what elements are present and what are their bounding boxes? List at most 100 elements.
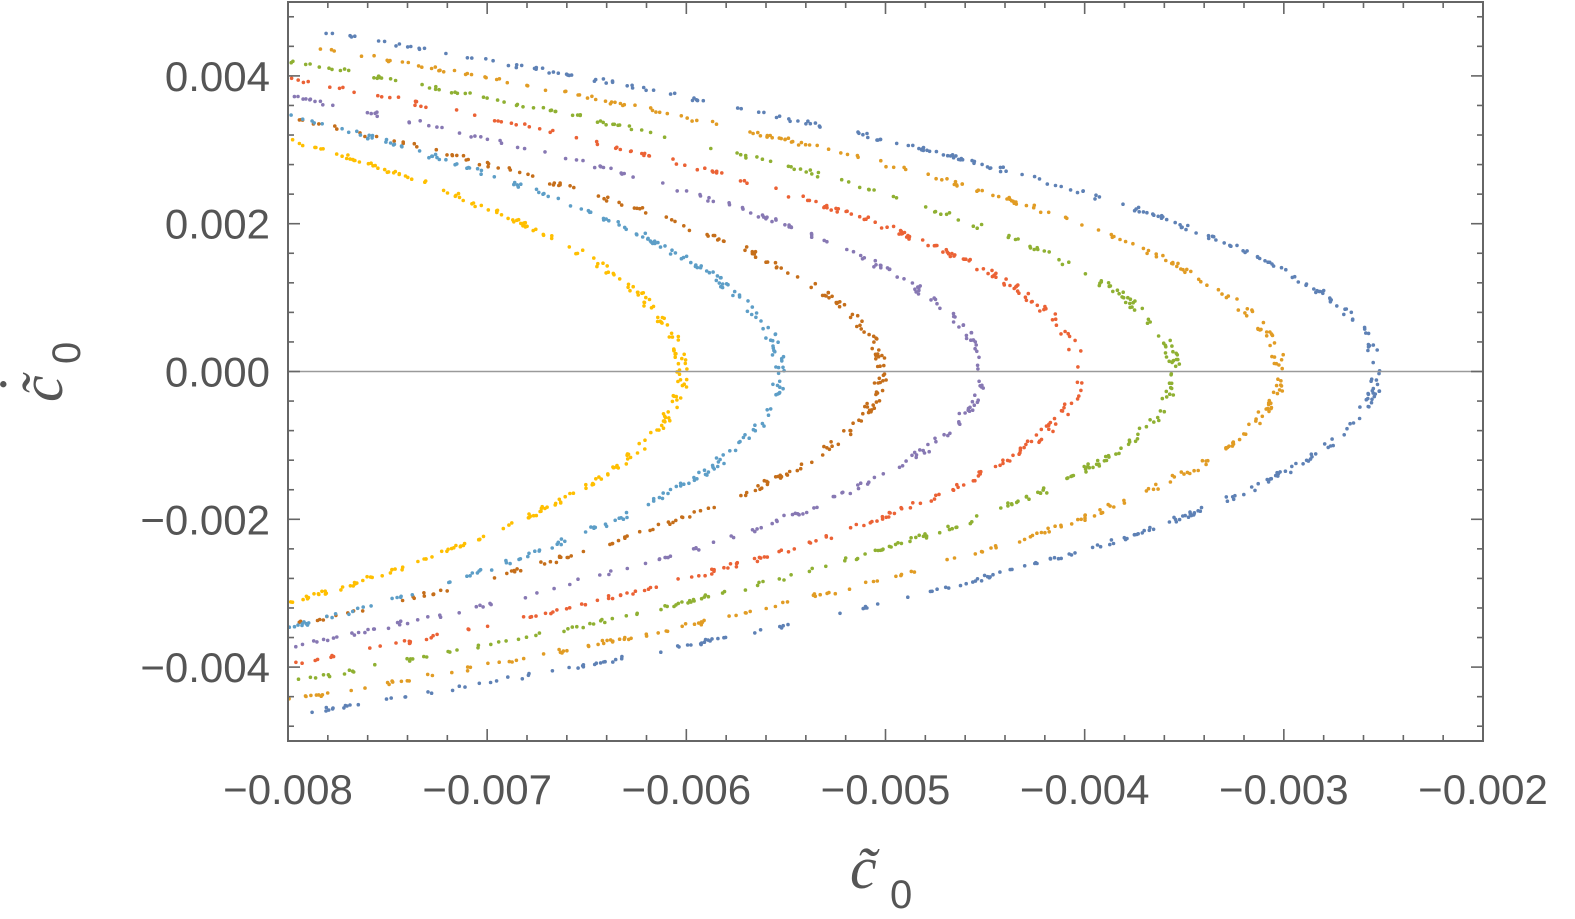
data-point: [591, 622, 596, 626]
data-point: [355, 606, 360, 611]
data-point: [643, 438, 647, 443]
data-point: [518, 568, 523, 573]
data-point: [866, 135, 870, 140]
data-point: [668, 418, 672, 423]
data-point: [1270, 333, 1275, 338]
data-point: [485, 96, 489, 100]
data-point: [685, 116, 689, 120]
data-point: [969, 330, 974, 335]
data-point: [760, 157, 765, 161]
data-point: [623, 635, 627, 640]
data-point: [712, 505, 716, 510]
data-point: [327, 674, 332, 679]
data-point: [661, 419, 666, 423]
data-point: [785, 473, 790, 477]
data-point: [1156, 334, 1161, 338]
data-point: [514, 65, 519, 70]
data-point: [586, 643, 591, 648]
data-point: [829, 208, 833, 212]
data-point: [430, 673, 435, 678]
data-point: [612, 272, 616, 277]
data-point: [583, 602, 588, 607]
data-point: [357, 160, 362, 164]
data-point: [1053, 317, 1058, 322]
data-point: [712, 233, 717, 238]
data-point: [507, 523, 511, 527]
data-point: [1137, 210, 1141, 214]
data-point: [523, 122, 527, 126]
data-point: [926, 442, 930, 447]
data-point: [440, 125, 444, 130]
data-point: [579, 207, 584, 211]
data-point: [850, 312, 855, 317]
data-point: [912, 570, 917, 574]
data-point: [750, 305, 755, 309]
data-point: [399, 594, 403, 599]
data-point: [495, 98, 500, 102]
data-point: [934, 243, 938, 248]
data-point: [644, 88, 648, 93]
data-point: [1170, 344, 1174, 348]
data-point: [331, 706, 335, 710]
data-point: [710, 572, 714, 576]
data-point: [557, 554, 562, 559]
data-point: [407, 639, 412, 644]
data-point: [551, 70, 556, 74]
data-point: [470, 571, 475, 575]
data-point: [496, 640, 501, 644]
data-point: [633, 103, 637, 107]
data-point: [527, 551, 531, 556]
data-point: [812, 506, 816, 510]
data-point: [742, 178, 747, 183]
data-point: [726, 566, 730, 570]
data-point: [865, 131, 869, 136]
data-point: [932, 210, 937, 214]
data-point: [1009, 502, 1014, 506]
data-point: [1066, 476, 1070, 480]
data-point: [1247, 422, 1251, 427]
data-point: [764, 606, 768, 611]
data-point: [994, 271, 998, 276]
data-point: [1027, 497, 1031, 502]
data-point: [627, 124, 632, 128]
data-point: [527, 125, 532, 129]
data-point: [384, 697, 389, 701]
data-point: [515, 145, 520, 150]
data-point: [301, 97, 305, 101]
data-point: [380, 574, 385, 578]
data-point: [1037, 439, 1042, 443]
data-point: [308, 62, 312, 66]
data-point: [958, 583, 963, 588]
data-point: [757, 555, 762, 560]
data-point: [631, 284, 635, 289]
data-point: [532, 66, 537, 71]
data-point: [1023, 295, 1028, 300]
data-point: [858, 323, 862, 328]
data-point: [570, 113, 575, 118]
data-point: [764, 336, 768, 340]
data-point: [1199, 505, 1204, 510]
data-point: [1157, 418, 1161, 423]
series-7: [287, 113, 786, 629]
data-point: [847, 587, 852, 591]
data-point: [461, 153, 466, 158]
data-point: [906, 233, 910, 238]
data-point: [1210, 234, 1215, 239]
data-point: [815, 505, 819, 510]
data-point: [834, 206, 838, 211]
data-point: [710, 567, 714, 572]
data-point: [711, 199, 716, 204]
data-point: [873, 220, 877, 224]
data-point: [755, 155, 759, 159]
data-point: [1059, 332, 1063, 336]
data-point: [875, 519, 879, 523]
data-point: [456, 191, 461, 196]
data-point: [632, 206, 637, 210]
data-point: [422, 654, 426, 659]
data-point: [777, 114, 782, 118]
data-point: [932, 497, 937, 501]
series-5: [292, 94, 985, 649]
data-point: [676, 577, 680, 581]
data-point: [302, 620, 306, 624]
data-point: [445, 153, 449, 157]
